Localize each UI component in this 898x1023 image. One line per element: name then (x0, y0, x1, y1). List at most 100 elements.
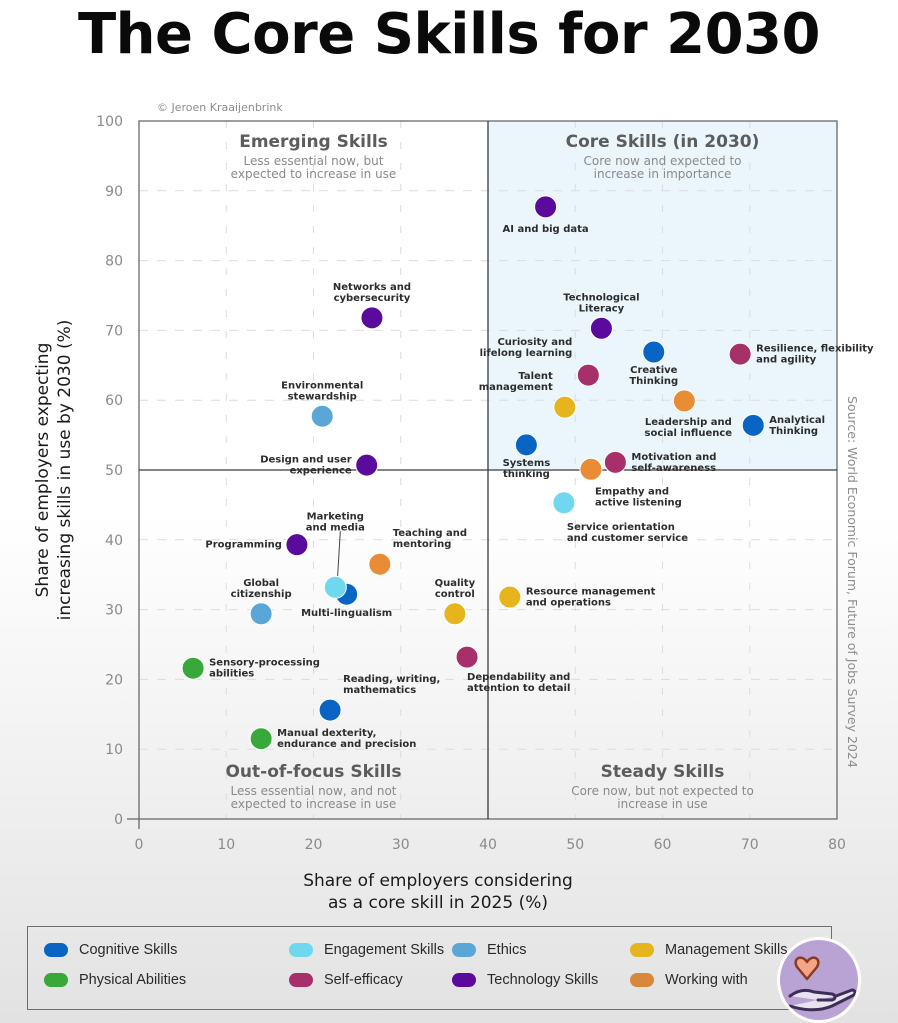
point-label: Thinking (629, 376, 678, 387)
quadrant-title-core: Core Skills (in 2030) (566, 132, 760, 152)
point-label: Reading, writing, (343, 674, 440, 685)
point-marker (672, 389, 696, 413)
x-tick-label: 50 (566, 837, 584, 853)
data-point: Manual dexterity,endurance and precision (249, 727, 416, 751)
legend-label: Technology Skills (487, 972, 599, 988)
point-marker (498, 585, 522, 609)
point-marker (355, 453, 379, 477)
point-marker (249, 602, 273, 626)
x-tick-label: 10 (217, 837, 235, 853)
point-marker (318, 698, 342, 722)
y-tick-label: 60 (105, 393, 123, 409)
x-tick-label: 70 (741, 837, 759, 853)
legend-item: Technology Skills (452, 972, 598, 988)
y-tick-label: 40 (105, 533, 123, 549)
y-axis-label: increasing skills in use by 2030 (%) (55, 320, 75, 621)
point-label: Programming (205, 540, 282, 551)
legend-swatch (630, 943, 654, 957)
point-label: Analytical (769, 415, 825, 426)
y-tick-label: 100 (96, 114, 123, 130)
legend-item: Engagement Skills (289, 942, 444, 958)
point-marker (285, 533, 309, 557)
point-marker (728, 342, 752, 366)
x-axis-label: Share of employers considering (303, 871, 573, 891)
logo-badge (777, 937, 861, 1023)
point-marker (552, 491, 576, 515)
point-marker (553, 395, 577, 419)
point-label: Creative (630, 365, 678, 376)
legend-swatch (289, 943, 313, 957)
point-label: and operations (526, 598, 611, 609)
quadrant-subtitle-core: Core now and expected to (584, 154, 742, 168)
point-label: Thinking (769, 426, 818, 437)
point-marker (741, 413, 765, 437)
point-marker (181, 656, 205, 680)
legend-swatch (289, 973, 313, 987)
point-label: Empathy and (595, 486, 669, 497)
legend-swatch (452, 973, 476, 987)
point-label: Curiosity and (497, 337, 572, 348)
point-marker (589, 316, 613, 340)
point-label: Teaching and (393, 528, 467, 539)
point-label: Systems (503, 458, 551, 469)
legend-swatch (452, 943, 476, 957)
point-marker (603, 450, 627, 474)
heart-in-hand-icon (788, 956, 857, 1012)
point-marker (443, 602, 467, 626)
quadrant-title-out-of-focus: Out-of-focus Skills (225, 762, 401, 782)
y-axis-label: Share of employers expecting (33, 343, 53, 598)
quadrant-subtitle-core: increase in importance (594, 167, 732, 181)
point-label: Literacy (579, 303, 625, 314)
point-label: Resilience, flexibility (756, 344, 874, 355)
y-tick-label: 50 (105, 463, 123, 479)
point-label: Leadership and (645, 417, 732, 428)
quadrant-title-steady: Steady Skills (601, 762, 725, 782)
point-label: attention to detail (467, 683, 570, 694)
quadrant-subtitle-out-of-focus: expected to increase in use (231, 797, 397, 811)
point-label: Multi-lingualism (301, 608, 392, 619)
point-label: cybersecurity (334, 293, 411, 304)
x-axis-label: as a core skill in 2025 (%) (328, 893, 548, 913)
data-point: AI and big data (503, 195, 589, 235)
point-marker (534, 195, 558, 219)
x-tick-label: 0 (135, 837, 144, 853)
x-tick-label: 80 (828, 837, 846, 853)
point-marker (576, 363, 600, 387)
quadrant-subtitle-steady: increase in use (617, 797, 707, 811)
legend-label: Engagement Skills (324, 942, 445, 958)
point-label: thinking (503, 469, 550, 480)
data-point: Reading, writing,mathematics (318, 674, 440, 722)
point-label: Quality (435, 578, 476, 589)
point-label: Resource management (526, 587, 656, 598)
y-tick-label: 0 (114, 812, 123, 828)
point-label: self-awareness (631, 463, 716, 474)
point-marker (368, 552, 392, 576)
point-label: Manual dexterity, (277, 728, 376, 739)
legend-item: Ethics (452, 942, 527, 958)
data-point: Programming (205, 533, 309, 557)
legend-item: Management Skills (630, 942, 788, 958)
point-marker (360, 306, 384, 330)
legend-label: Physical Abilities (79, 972, 187, 988)
point-label: lifelong learning (480, 348, 573, 359)
point-marker (249, 727, 273, 751)
legend-item: Cognitive Skills (44, 942, 177, 958)
quadrant-subtitle-emerging: Less essential now, but (244, 154, 384, 168)
point-label: Dependability and (467, 672, 570, 683)
point-label: mathematics (343, 685, 416, 696)
point-marker (642, 340, 666, 364)
point-label: Global (243, 578, 279, 589)
x-tick-label: 20 (305, 837, 323, 853)
